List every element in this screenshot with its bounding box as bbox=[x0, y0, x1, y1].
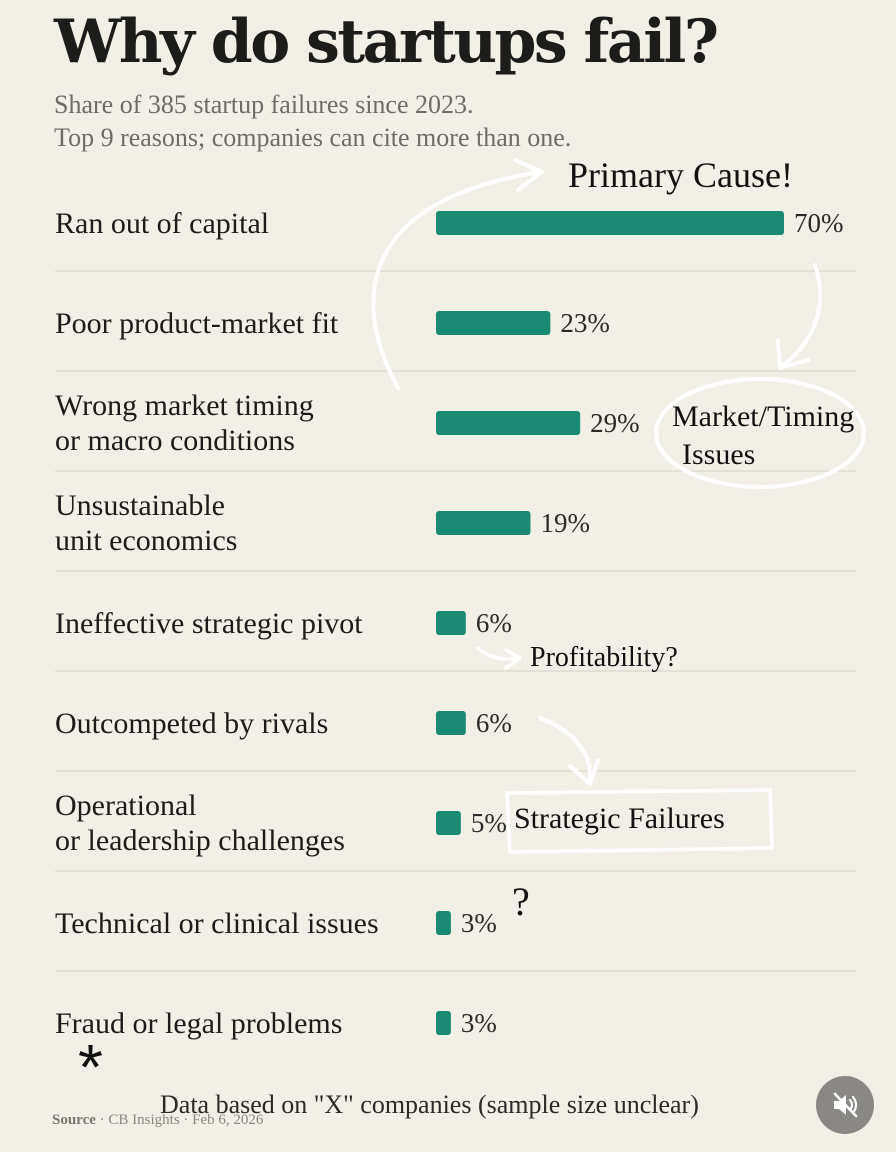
strategic-failures-note: Strategic Failures bbox=[514, 802, 725, 835]
source-text: · CB Insights · Feb 6, 2026 bbox=[95, 1112, 264, 1128]
category-label-line: Fraud or legal problems bbox=[55, 1006, 343, 1040]
category-label-line: Ineffective strategic pivot bbox=[55, 606, 363, 640]
category-label-line: Technical or clinical issues bbox=[55, 906, 379, 940]
market-timing-line-2: Issues bbox=[682, 438, 756, 471]
category-label: Wrong market timing or macro conditions bbox=[55, 383, 425, 463]
category-label-line: or macro conditions bbox=[55, 424, 295, 457]
source-label: Source bbox=[52, 1112, 96, 1128]
subtitle-line-1: Share of 385 startup failures since 2023… bbox=[54, 90, 474, 119]
value-label: 23% bbox=[560, 308, 610, 338]
category-label: Outcompeted by rivals bbox=[55, 683, 425, 763]
category-label-line: Poor product-market fit bbox=[55, 306, 339, 340]
value-label: 3% bbox=[460, 1008, 497, 1038]
bar bbox=[436, 1011, 451, 1035]
speaker-muted-icon bbox=[833, 1092, 858, 1118]
mute-button[interactable] bbox=[816, 1076, 874, 1134]
category-label-line: Wrong market timing bbox=[55, 389, 314, 422]
bar bbox=[436, 811, 461, 835]
market-timing-line-1: Market/Timing bbox=[672, 400, 855, 433]
category-label: Technical or clinical issues bbox=[55, 883, 425, 963]
subtitle-line-2: Top 9 reasons; companies can cite more t… bbox=[54, 123, 572, 152]
chart-subtitle: Share of 385 startup failures since 2023… bbox=[54, 88, 571, 154]
bar bbox=[436, 411, 581, 435]
value-label: 3% bbox=[460, 908, 497, 938]
category-label: Ran out of capital bbox=[55, 183, 425, 263]
category-label-line: unit economics bbox=[55, 524, 238, 557]
value-label: 19% bbox=[540, 508, 590, 538]
bar bbox=[436, 911, 451, 935]
category-label-line: or leadership challenges bbox=[55, 824, 345, 857]
bar bbox=[436, 611, 466, 635]
category-label-line: Unsustainable bbox=[55, 489, 225, 522]
value-label: 6% bbox=[475, 608, 512, 638]
category-label: Fraud or legal problems bbox=[55, 983, 425, 1063]
bar bbox=[436, 511, 531, 535]
category-label-line: Outcompeted by rivals bbox=[55, 706, 329, 740]
category-label: Ineffective strategic pivot bbox=[55, 583, 425, 663]
value-label: 6% bbox=[475, 708, 512, 738]
profitability-note: Profitability? bbox=[530, 642, 678, 673]
question-mark-note: ? bbox=[512, 879, 530, 924]
category-label: Operational or leadership challenges bbox=[55, 783, 425, 863]
sample-size-note: Data based on "X" companies (sample size… bbox=[160, 1090, 699, 1119]
source-line: Source · CB Insights · Feb 6, 2026 bbox=[52, 1112, 263, 1129]
bar bbox=[436, 211, 784, 235]
asterisk-note: * bbox=[78, 1031, 103, 1103]
value-label: 70% bbox=[794, 208, 844, 238]
category-label-line: Operational bbox=[55, 789, 197, 822]
value-label: 5% bbox=[470, 808, 507, 838]
category-label-line: Ran out of capital bbox=[55, 206, 270, 240]
bar bbox=[436, 311, 551, 335]
category-label: Unsustainable unit economics bbox=[55, 483, 425, 563]
category-label: Poor product-market fit bbox=[55, 283, 425, 363]
bar bbox=[436, 711, 466, 735]
value-label: 29% bbox=[590, 408, 640, 438]
primary-cause-note: Primary Cause! bbox=[568, 155, 793, 195]
chart-title: Why do startups fail? bbox=[54, 7, 719, 77]
market-timing-note: Market/Timing Issues bbox=[672, 398, 854, 474]
